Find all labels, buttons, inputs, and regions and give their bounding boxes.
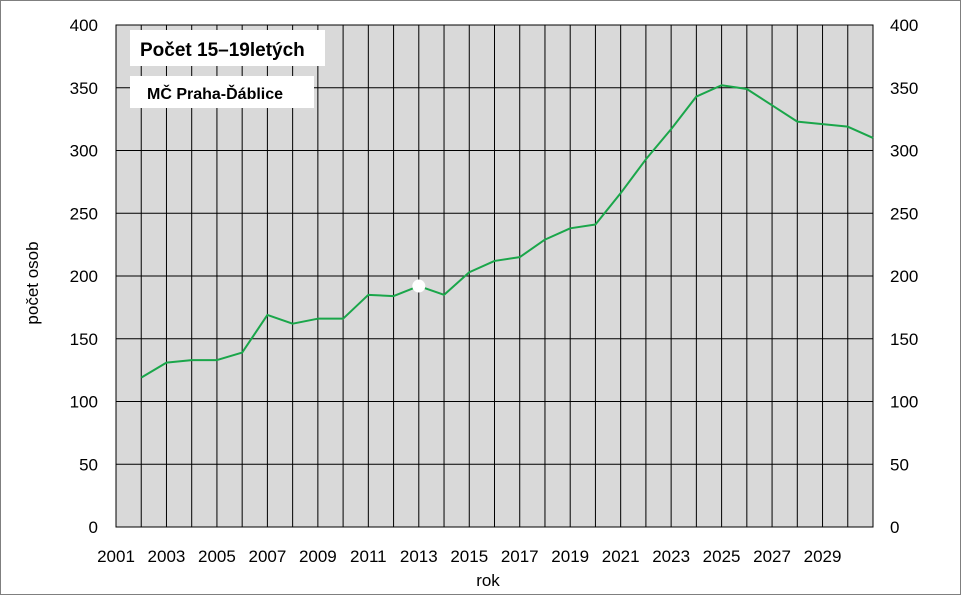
- x-tick-label: 2025: [703, 547, 741, 566]
- x-tick-label: 2009: [299, 547, 337, 566]
- y-tick-label-right: 400: [890, 16, 918, 35]
- x-tick-label: 2005: [198, 547, 236, 566]
- y-tick-label-left: 200: [70, 267, 98, 286]
- y-axis-title: počet osob: [23, 241, 42, 324]
- x-tick-label: 2001: [97, 547, 135, 566]
- y-axis-right: 0 50 100 150 200 250 300 350 400: [890, 16, 918, 537]
- y-tick-label-left: 300: [70, 142, 98, 161]
- y-tick-label-right: 50: [890, 455, 909, 474]
- y-tick-label-left: 400: [70, 16, 98, 35]
- x-tick-label: 2013: [400, 547, 438, 566]
- y-tick-label-left: 100: [70, 393, 98, 412]
- y-tick-label-left: 350: [70, 79, 98, 98]
- x-tick-label: 2003: [148, 547, 186, 566]
- x-tick-label: 2019: [551, 547, 589, 566]
- title-box: [130, 30, 325, 66]
- series-line: [140, 84, 874, 379]
- x-tick-label: 2011: [350, 547, 387, 566]
- chart-title: Počet 15–19letých: [140, 40, 305, 61]
- x-tick-label: 2015: [450, 547, 488, 566]
- y-tick-label-right: 0: [890, 518, 899, 537]
- series-group: [140, 84, 874, 379]
- plot-border: [115, 24, 874, 528]
- y-tick-label-left: 50: [79, 455, 98, 474]
- x-tick-label: 2017: [501, 547, 539, 566]
- y-tick-label-left: 0: [89, 518, 98, 537]
- y-tick-label-right: 100: [890, 393, 918, 412]
- y-tick-label-right: 300: [890, 142, 918, 161]
- y-tick-label-left: 150: [70, 330, 98, 349]
- grid-lines: [115, 24, 874, 528]
- y-tick-label-right: 150: [890, 330, 918, 349]
- x-tick-label: 2023: [652, 547, 690, 566]
- y-tick-label-right: 350: [890, 79, 918, 98]
- chart-subtitle: MČ Praha-Ďáblice: [147, 84, 283, 103]
- y-tick-label-right: 200: [890, 267, 918, 286]
- x-axis-title: rok: [476, 571, 500, 590]
- x-tick-label: 2007: [248, 547, 286, 566]
- x-tick-label: 2027: [753, 547, 791, 566]
- y-tick-label-left: 250: [70, 204, 98, 223]
- x-tick-label: 2021: [602, 547, 640, 566]
- highlight-marker: [412, 279, 426, 293]
- y-axis-left: 0 50 100 150 200 250 300 350 400: [70, 16, 98, 537]
- x-tick-label: 2029: [804, 547, 842, 566]
- x-axis: 2001 2003 2005 2007 2009 2011 2013 2015 2017 2019…: [97, 547, 841, 566]
- subtitle-box: [130, 76, 314, 108]
- y-tick-label-right: 250: [890, 204, 918, 223]
